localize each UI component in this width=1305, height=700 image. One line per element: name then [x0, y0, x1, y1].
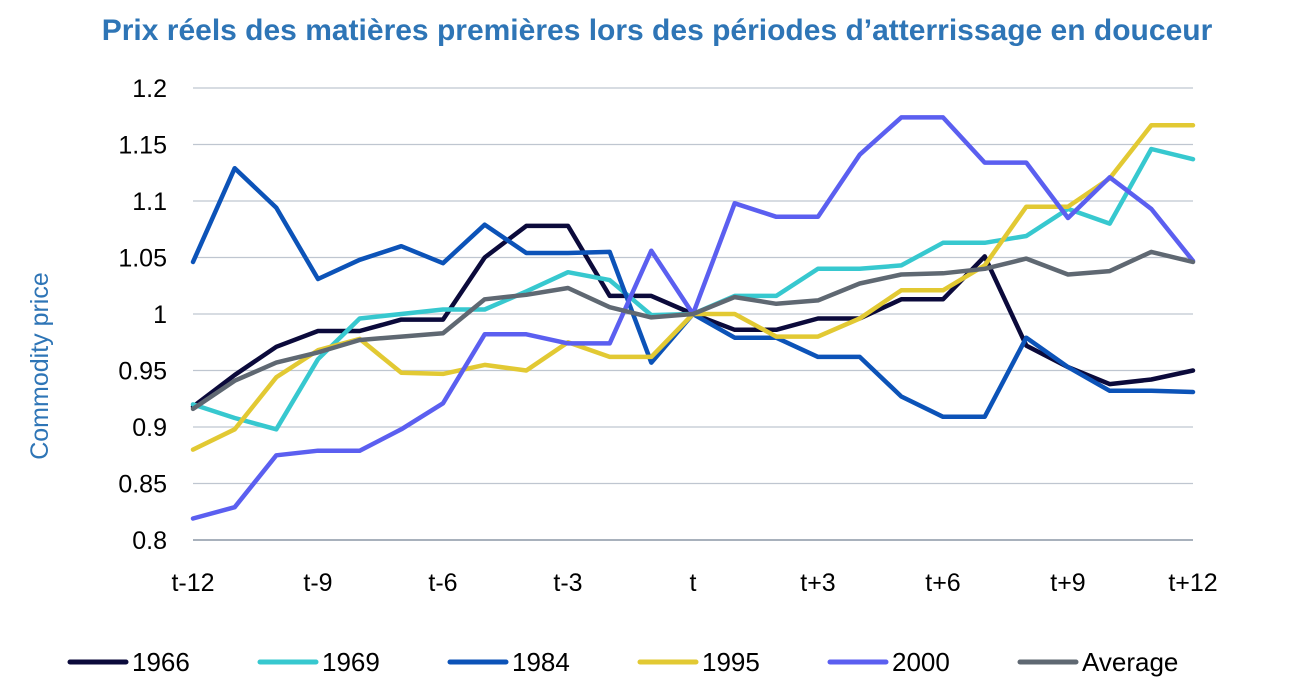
legend-item-1984: 1984 — [447, 647, 570, 677]
x-tick-label: t+9 — [1050, 569, 1085, 597]
x-tick-label: t-12 — [171, 569, 214, 597]
x-tick-label: t+3 — [800, 569, 835, 597]
y-tick-label: 1.2 — [132, 75, 167, 103]
x-tick-label: t-6 — [428, 569, 457, 597]
y-tick-label: 0.8 — [132, 527, 167, 555]
x-tick-label: t+12 — [1168, 569, 1217, 597]
y-tick-label: 0.95 — [118, 358, 167, 386]
legend-label: 1966 — [132, 647, 190, 677]
series-line-1995 — [190, 123, 1196, 452]
x-tick-label: t+6 — [925, 569, 960, 597]
legend: 1966 1969 1984 1995 2000 Average — [67, 647, 1178, 677]
legend-label: 2000 — [892, 647, 950, 677]
chart-title: Prix réels des matières premières lors d… — [102, 14, 1213, 47]
y-axis-label: Commodity price — [26, 272, 54, 460]
series-line-1969 — [190, 146, 1196, 432]
legend-label: 1984 — [512, 647, 570, 677]
x-tick-label: t-9 — [303, 569, 332, 597]
x-tick-label: t — [690, 569, 697, 597]
y-tick-label: 1 — [153, 301, 167, 329]
x-axis-ticks: t-12 t-9 t-6 t-3 t t+3 t+6 t+9 t+12 — [171, 569, 1217, 597]
y-tick-label: 0.9 — [132, 414, 167, 442]
legend-item-1995: 1995 — [637, 647, 760, 677]
y-tick-label: 0.85 — [118, 471, 167, 499]
legend-item-2000: 2000 — [827, 647, 950, 677]
series-lines — [190, 115, 1196, 521]
series-line-average — [190, 249, 1196, 412]
legend-item-1966: 1966 — [67, 647, 190, 677]
y-tick-label: 1.05 — [118, 245, 167, 273]
legend-item-1969: 1969 — [257, 647, 380, 677]
legend-item-average: Average — [1017, 647, 1178, 677]
y-axis-ticks: 0.8 0.85 0.9 0.95 1 1.05 1.1 1.15 1.2 — [118, 75, 167, 555]
legend-label: Average — [1082, 647, 1178, 677]
series-line-2000 — [190, 115, 1196, 521]
y-tick-label: 1.1 — [132, 188, 167, 216]
x-tick-label: t-3 — [553, 569, 582, 597]
legend-label: 1995 — [702, 647, 760, 677]
legend-label: 1969 — [322, 647, 380, 677]
y-tick-label: 1.15 — [118, 132, 167, 160]
